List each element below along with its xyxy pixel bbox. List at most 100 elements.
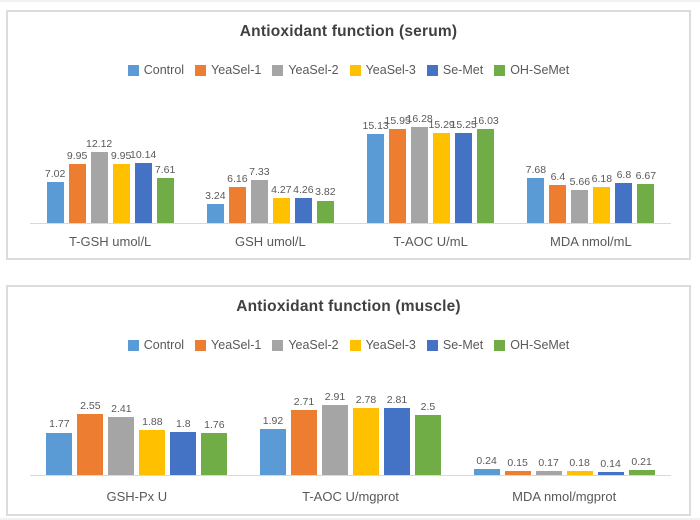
legend-swatch-yeasel-1-icon xyxy=(195,339,207,351)
legend-label: YeaSel-2 xyxy=(288,338,339,352)
bar-col-yeasel-3: 1.88 xyxy=(139,416,166,475)
legend-item-yeasel-2: YeaSel-2 xyxy=(272,338,339,352)
bar-col-se-met: 2.81 xyxy=(383,394,410,475)
value-label: 10.14 xyxy=(129,149,157,162)
bar-oh-semet-mda-nmol-ml xyxy=(637,183,655,223)
legend-swatch-oh-semet-icon xyxy=(494,64,506,76)
bar-yeasel-3-mda-nmol-ml xyxy=(593,186,611,223)
bar-col-oh-semet: 1.76 xyxy=(201,418,228,475)
bar-oh-semet-gsh-px-u xyxy=(201,432,228,475)
category-label-gsh-px-u: GSH-Px U xyxy=(106,489,168,504)
value-label: 1.8 xyxy=(176,417,191,430)
bar-col-se-met: 6.8 xyxy=(615,168,633,223)
muscle-chart-card: Antioxidant function (muscle) Control Yea… xyxy=(6,285,691,516)
value-label: 15.13 xyxy=(362,119,389,132)
legend-label: Se-Met xyxy=(442,338,484,352)
bar-col-yeasel-2: 16.28 xyxy=(406,113,433,223)
muscle-category-axis: GSH-Px U T-AOC U/mgprot MDA nmol/mgprot xyxy=(30,489,671,504)
legend-label: OH-SeMet xyxy=(510,63,570,77)
bar-yeasel-1-mda-nmol-mgprot xyxy=(504,471,531,475)
bar-se-met-mda-nmol-mgprot xyxy=(597,471,624,475)
bar-col-yeasel-1: 0.15 xyxy=(504,457,531,475)
bar-col-oh-semet: 16.03 xyxy=(472,115,499,223)
value-label: 2.78 xyxy=(355,394,377,407)
bar-col-oh-semet: 2.5 xyxy=(414,400,441,475)
legend-swatch-yeasel-2-icon xyxy=(272,64,284,76)
bar-yeasel-1-gsh-umol-l xyxy=(228,186,246,223)
bar-col-yeasel-2: 12.12 xyxy=(86,138,112,223)
bar-se-met-gsh-umol-l xyxy=(294,197,312,223)
muscle-chart-title: Antioxidant function (muscle) xyxy=(236,298,461,315)
bar-yeasel-1-gsh-px-u xyxy=(77,413,104,475)
value-label: 7.33 xyxy=(249,165,270,178)
value-label: 2.5 xyxy=(420,400,436,413)
legend-swatch-se-met-icon xyxy=(426,64,438,76)
legend-swatch-se-met-icon xyxy=(426,339,438,351)
value-label: 6.8 xyxy=(616,168,632,181)
bar-col-oh-semet: 7.61 xyxy=(155,164,175,223)
bar-col-oh-semet: 3.82 xyxy=(315,186,336,223)
bar-oh-semet-mda-nmol-mgprot xyxy=(628,470,655,475)
bar-col-yeasel-1: 15.95 xyxy=(384,115,411,223)
legend-item-oh-semet: OH-SeMet xyxy=(494,338,569,352)
legend-item-yeasel-3: YeaSel-3 xyxy=(349,338,416,352)
category-label-t-aoc-u-mgprot: T-AOC U/mgprot xyxy=(302,489,399,504)
value-label: 15.29 xyxy=(428,118,455,131)
bar-col-yeasel-1: 9.95 xyxy=(67,150,87,223)
bar-yeasel-2-t-gsh-umol-l xyxy=(90,151,108,223)
legend-label: OH-SeMet xyxy=(510,338,570,352)
serum-plot-area: 7.02 9.95 12.12 9.95 10.14 7.61 3.24 6.16 7.33 4.… xyxy=(30,113,671,224)
legend-swatch-control-icon xyxy=(127,339,139,351)
bar-control-gsh-umol-l xyxy=(206,203,224,223)
legend-label: YeaSel-1 xyxy=(211,63,262,77)
bar-yeasel-2-t-aoc-u-ml xyxy=(411,127,429,223)
bar-col-control: 1.77 xyxy=(46,418,73,475)
legend-label: YeaSel-2 xyxy=(288,63,339,77)
bar-col-se-met: 15.25 xyxy=(450,119,477,223)
bar-yeasel-2-gsh-umol-l xyxy=(250,179,268,223)
legend-item-yeasel-2: YeaSel-2 xyxy=(272,63,339,77)
bar-yeasel-3-t-aoc-u-mgprot xyxy=(352,408,379,475)
legend-label: Control xyxy=(143,338,185,352)
bar-yeasel-1-mda-nmol-ml xyxy=(549,185,567,223)
bar-yeasel-2-gsh-px-u xyxy=(108,417,135,475)
bar-se-met-t-aoc-u-ml xyxy=(455,133,473,223)
bar-control-t-aoc-u-ml xyxy=(367,133,385,223)
value-label: 6.67 xyxy=(635,169,657,182)
bar-col-yeasel-3: 2.78 xyxy=(352,394,379,475)
bar-col-yeasel-3: 15.29 xyxy=(428,119,455,223)
bar-col-yeasel-3: 0.18 xyxy=(566,457,593,475)
legend-label: Se-Met xyxy=(442,63,484,77)
bar-yeasel-2-mda-nmol-ml xyxy=(571,189,589,223)
bar-yeasel-2-t-aoc-u-mgprot xyxy=(321,405,348,475)
bar-col-yeasel-2: 2.41 xyxy=(108,403,135,475)
bar-yeasel-2-mda-nmol-mgprot xyxy=(535,470,562,475)
bar-col-control: 7.68 xyxy=(525,163,547,223)
bar-col-se-met: 4.26 xyxy=(293,184,314,223)
legend-swatch-yeasel-3-icon xyxy=(349,339,361,351)
bar-col-yeasel-1: 2.71 xyxy=(290,396,317,475)
value-label: 1.76 xyxy=(204,418,225,431)
category-label-t-aoc-u-ml: T-AOC U/mL xyxy=(393,234,468,249)
bar-se-met-t-gsh-umol-l xyxy=(134,163,152,223)
bar-group-gsh-umol-l: 3.24 6.16 7.33 4.27 4.26 3.82 xyxy=(205,165,336,223)
serum-chart-title: Antioxidant function (serum) xyxy=(239,23,458,40)
legend-item-yeasel-1: YeaSel-1 xyxy=(195,338,261,352)
bar-yeasel-3-gsh-px-u xyxy=(139,429,166,475)
bar-control-t-aoc-u-mgprot xyxy=(259,428,286,475)
value-label: 0.15 xyxy=(507,457,528,470)
bar-group-mda-nmol-mgprot: 0.24 0.15 0.17 0.18 0.14 0.21 xyxy=(473,455,655,475)
muscle-legend: Control YeaSel-1 YeaSel-2 YeaSel-3 Se-Met OH-… xyxy=(8,338,689,352)
category-label-gsh-umol-l: GSH umol/L xyxy=(234,234,306,249)
bar-col-control: 7.02 xyxy=(45,168,65,223)
bar-col-yeasel-2: 0.17 xyxy=(535,457,562,475)
legend-item-yeasel-3: YeaSel-3 xyxy=(349,63,416,77)
bar-col-yeasel-3: 9.95 xyxy=(111,150,131,223)
value-label: 7.68 xyxy=(525,163,547,176)
value-label: 6.18 xyxy=(591,172,613,185)
bar-group-mda-nmol-ml: 7.68 6.4 5.66 6.18 6.8 6.67 xyxy=(525,163,657,223)
value-label: 1.92 xyxy=(262,414,284,427)
bar-yeasel-3-mda-nmol-mgprot xyxy=(566,470,593,475)
bar-se-met-gsh-px-u xyxy=(170,431,197,475)
bar-col-yeasel-2: 7.33 xyxy=(249,165,270,223)
